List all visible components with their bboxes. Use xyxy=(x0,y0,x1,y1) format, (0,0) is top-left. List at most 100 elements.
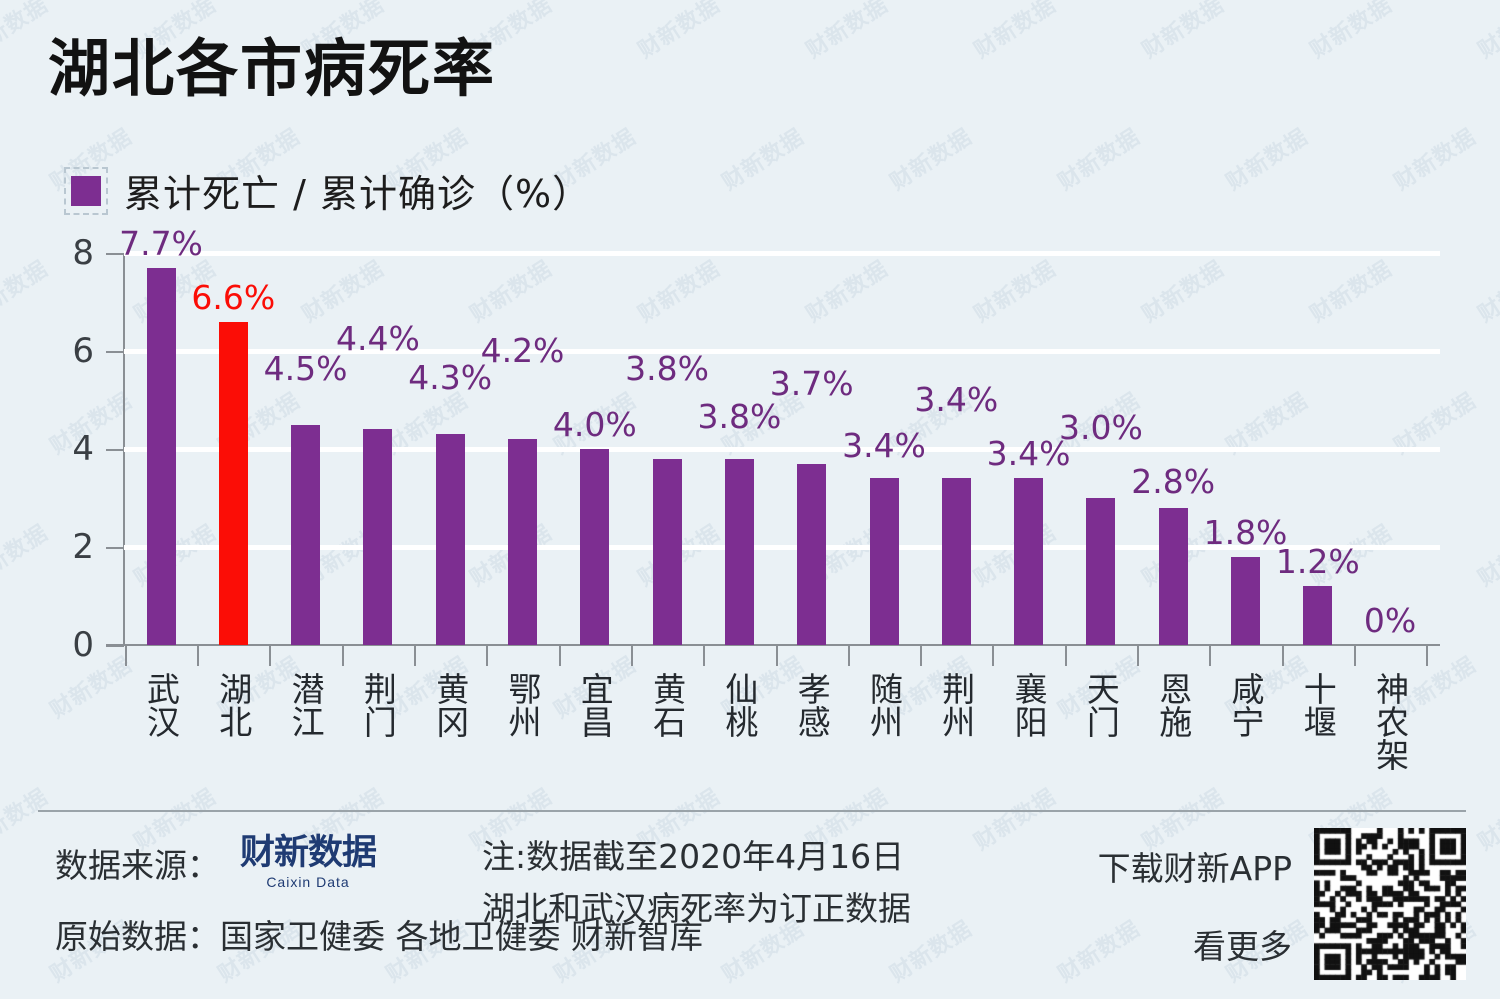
bar-value-label: 1.2% xyxy=(1275,542,1360,582)
x-tick-mark xyxy=(125,646,127,666)
y-tick-label: 4 xyxy=(72,429,94,469)
bar[interactable] xyxy=(508,439,537,645)
y-tick-label: 8 xyxy=(72,233,94,273)
x-tick-mark xyxy=(992,646,994,666)
bar-value-label: 6.6% xyxy=(191,277,276,317)
bar-value-label: 3.4% xyxy=(986,434,1071,474)
bar[interactable] xyxy=(291,424,321,645)
qr-code-icon[interactable] xyxy=(1314,828,1466,980)
category-label: 宜昌 xyxy=(575,672,615,738)
x-tick-mark xyxy=(848,646,850,666)
bar-value-label: 3.4% xyxy=(842,426,926,466)
category-label: 孝感 xyxy=(792,672,832,738)
bar-value-label: 3.7% xyxy=(769,363,854,403)
chart-legend: 累计死亡 / 累计确诊（%） xyxy=(58,163,591,218)
bar-value-label: 4.4% xyxy=(335,319,420,359)
note-line-1: 注:数据截至2020年4月16日 xyxy=(482,837,905,876)
y-tick-mark xyxy=(106,449,124,451)
raw-data-label: 原始数据： xyxy=(55,917,220,956)
bar[interactable] xyxy=(1158,507,1188,645)
gridline xyxy=(124,349,1440,354)
bar[interactable] xyxy=(724,458,754,645)
y-tick-label: 2 xyxy=(72,527,94,567)
x-tick-mark xyxy=(776,646,778,666)
x-tick-mark xyxy=(1209,646,1211,666)
y-tick-mark xyxy=(106,547,124,549)
bar[interactable] xyxy=(146,267,176,645)
bar-value-label: 4.3% xyxy=(408,358,493,398)
bar-value-label: 0% xyxy=(1363,601,1417,640)
bar-value-label: 4.2% xyxy=(480,331,565,371)
x-tick-mark xyxy=(1137,646,1139,666)
gridline xyxy=(124,447,1440,452)
bar[interactable] xyxy=(869,478,899,645)
x-tick-mark xyxy=(1065,646,1067,666)
x-tick-mark xyxy=(342,646,344,666)
bar[interactable] xyxy=(1086,498,1116,645)
category-label: 仙桃 xyxy=(719,672,759,738)
bar[interactable] xyxy=(1014,478,1044,645)
bar-value-label: 4.0% xyxy=(552,405,637,444)
bar[interactable] xyxy=(1231,556,1260,645)
x-tick-mark xyxy=(1282,646,1284,666)
x-tick-mark xyxy=(486,646,488,666)
bar[interactable] xyxy=(218,321,248,645)
app-download-label: 下载财新APP xyxy=(1097,849,1292,888)
legend-label: 累计死亡 / 累计确诊（%） xyxy=(124,172,592,216)
legend-color-swatch xyxy=(71,175,101,206)
bar-value-label: 7.7% xyxy=(119,223,203,263)
category-label: 鄂州 xyxy=(503,672,542,738)
x-tick-mark xyxy=(1354,646,1356,666)
category-label: 天门 xyxy=(1081,672,1121,738)
app-promo-block: 下载财新APP 看更多 xyxy=(1098,828,1466,980)
category-label: 十堰 xyxy=(1298,672,1338,738)
footer: 数据来源： 财新数据 Caixin Data 原始数据： 国家卫健委 各地卫健委… xyxy=(0,812,1500,999)
x-tick-mark xyxy=(197,646,199,666)
y-tick-mark xyxy=(106,351,124,353)
bar[interactable] xyxy=(652,458,682,645)
bar-value-label: 3.4% xyxy=(914,380,999,420)
bar-value-label: 1.8% xyxy=(1203,512,1288,552)
x-tick-mark xyxy=(920,646,922,666)
caixin-logo-en: Caixin Data xyxy=(266,874,350,890)
x-axis-line xyxy=(106,644,1440,646)
bar[interactable] xyxy=(435,434,465,645)
page-title: 湖北各市病死率 xyxy=(48,32,497,105)
note-block: 注:数据截至2020年4月16日 湖北和武汉病死率为订正数据 xyxy=(482,830,911,930)
category-label: 随州 xyxy=(864,672,904,738)
bar-value-label: 4.5% xyxy=(263,348,348,388)
raw-data-row: 原始数据： 国家卫健委 各地卫健委 财新智库 xyxy=(55,910,703,958)
bar-value-label: 3.8% xyxy=(625,348,710,388)
category-label: 黄石 xyxy=(647,672,687,738)
category-label: 恩施 xyxy=(1153,672,1193,738)
category-label: 神农架 xyxy=(1370,672,1410,771)
category-label: 湖北 xyxy=(213,672,253,738)
note-line-2: 湖北和武汉病死率为订正数据 xyxy=(482,889,911,928)
category-label: 襄阳 xyxy=(1009,672,1049,738)
gridline xyxy=(124,251,1440,256)
raw-data-value: 国家卫健委 各地卫健委 财新智库 xyxy=(220,917,703,956)
category-label: 黄冈 xyxy=(430,672,470,738)
bar[interactable] xyxy=(363,429,393,645)
y-tick-label: 6 xyxy=(72,331,94,371)
bar[interactable] xyxy=(797,463,827,645)
category-label: 荆门 xyxy=(358,672,398,738)
x-tick-mark xyxy=(414,646,416,666)
bar[interactable] xyxy=(580,449,610,645)
bar[interactable] xyxy=(941,478,971,645)
legend-swatch-box xyxy=(64,166,108,215)
data-source-label: 数据来源： xyxy=(55,846,220,885)
x-tick-mark xyxy=(631,646,633,666)
category-label: 荆州 xyxy=(936,672,976,738)
caixin-data-logo: 财新数据 Caixin Data xyxy=(240,836,377,891)
bar[interactable] xyxy=(1303,586,1333,645)
x-tick-mark xyxy=(269,646,271,666)
category-label: 咸宁 xyxy=(1226,672,1265,738)
bar-value-label: 3.8% xyxy=(697,396,782,436)
y-tick-mark xyxy=(106,253,124,255)
x-tick-mark xyxy=(1426,646,1428,666)
x-tick-mark xyxy=(559,646,561,666)
bar-value-label: 3.0% xyxy=(1058,408,1143,447)
